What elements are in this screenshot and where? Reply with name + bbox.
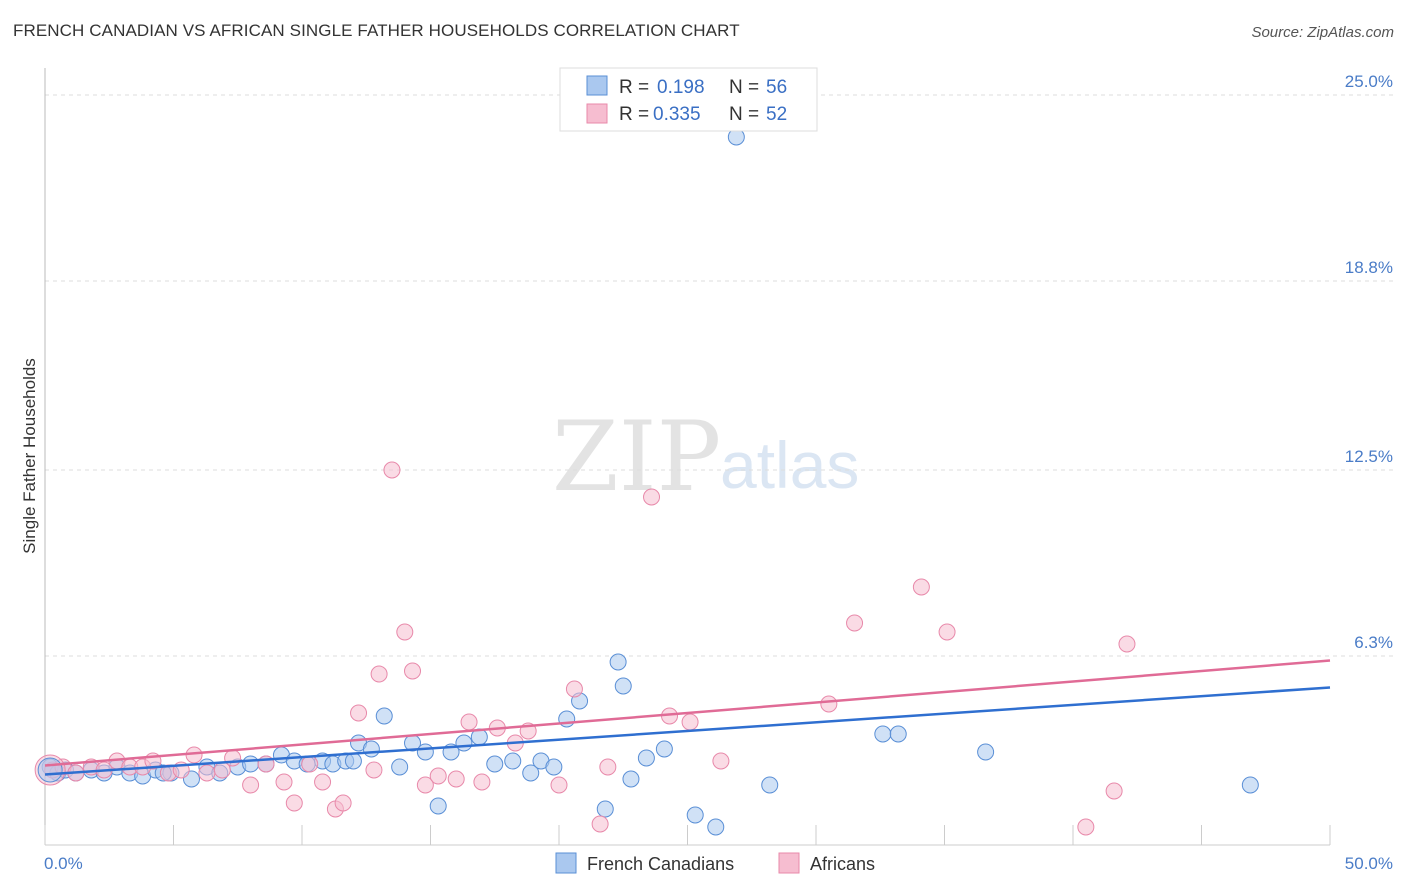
point-africans (912, 578, 930, 596)
trend-line-french-canadians (44, 686, 1331, 776)
point-africans (365, 761, 383, 779)
y-tick-label: 25.0% (1345, 72, 1393, 91)
point-africans (460, 713, 478, 731)
point-africans (1118, 635, 1136, 653)
point-cluster-french-canadians (37, 757, 63, 783)
point-africans (938, 623, 956, 641)
point-french-canadians (375, 707, 393, 725)
point-french-canadians (686, 806, 704, 824)
point-french-canadians (455, 734, 473, 752)
watermark: ZIP atlas (552, 401, 859, 513)
stats-legend: R = 0.198 N = 56 R = 0.335 N = 52 (559, 67, 818, 132)
point-french-canadians (609, 653, 627, 671)
trend-lines (44, 659, 1331, 776)
point-africans (591, 815, 609, 833)
point-africans (599, 758, 617, 776)
trend-line-africans (44, 659, 1331, 767)
legend-n-label-french-canadians: N = (729, 77, 759, 98)
y-tick-label: 12.5% (1345, 447, 1393, 466)
point-africans (846, 614, 864, 632)
point-french-canadians (977, 743, 995, 761)
legend-n-value-french-canadians: 56 (766, 77, 787, 98)
point-africans (712, 752, 730, 770)
point-french-canadians (504, 752, 522, 770)
point-africans (383, 461, 401, 479)
watermark-atlas: atlas (720, 428, 859, 502)
point-africans (643, 488, 661, 506)
point-french-canadians (622, 770, 640, 788)
x-tick-label-min: 0.0% (44, 854, 83, 873)
point-africans (224, 749, 242, 767)
point-africans (550, 776, 568, 794)
series-legend-label-africans: Africans (810, 854, 875, 874)
point-french-canadians (558, 710, 576, 728)
grid (45, 94, 1395, 657)
x-tick-label-max: 50.0% (1345, 854, 1393, 873)
point-africans (681, 713, 699, 731)
point-french-canadians (874, 725, 892, 743)
point-africans (473, 773, 491, 791)
y-axis-label: Single Father Households (20, 358, 39, 554)
legend-r-label-french-canadians: R = (619, 77, 649, 98)
point-french-canadians (889, 725, 907, 743)
point-africans (429, 767, 447, 785)
scatter-points (34, 128, 1259, 836)
point-africans (370, 665, 388, 683)
watermark-zip: ZIP (552, 401, 721, 513)
point-africans (275, 773, 293, 791)
point-africans (198, 764, 216, 782)
point-french-canadians (545, 758, 563, 776)
point-french-canadians (596, 800, 614, 818)
y-tick-label: 18.8% (1345, 258, 1393, 277)
legend-r-label-africans: R = (619, 104, 649, 125)
point-french-canadians (522, 764, 540, 782)
x-axis-ticks (44, 825, 1331, 845)
point-french-canadians (707, 818, 725, 836)
point-french-canadians (761, 776, 779, 794)
series-legend-swatch-africans (778, 852, 800, 874)
point-french-canadians (637, 749, 655, 767)
point-africans (1105, 782, 1123, 800)
y-tick-label: 6.3% (1354, 633, 1393, 652)
point-french-canadians (391, 758, 409, 776)
point-french-canadians (486, 755, 504, 773)
point-africans (565, 680, 583, 698)
point-french-canadians (655, 740, 673, 758)
chart-title: FRENCH CANADIAN VS AFRICAN SINGLE FATHER… (13, 21, 740, 40)
point-africans (820, 695, 838, 713)
point-french-canadians (416, 743, 434, 761)
point-africans (416, 776, 434, 794)
point-africans (301, 755, 319, 773)
point-africans (285, 794, 303, 812)
point-africans (404, 662, 422, 680)
point-africans (350, 704, 368, 722)
series-legend: French Canadians Africans (555, 852, 875, 874)
point-africans (396, 623, 414, 641)
point-french-canadians (362, 740, 380, 758)
legend-swatch-french-canadians (586, 75, 608, 96)
legend-n-label-africans: N = (729, 104, 759, 125)
y-axis-tick-labels: 6.3% 12.5% 18.8% 25.0% (1345, 72, 1393, 652)
series-legend-label-french-canadians: French Canadians (587, 854, 734, 874)
point-french-canadians (429, 797, 447, 815)
point-french-canadians (344, 752, 362, 770)
point-french-canadians (1241, 776, 1259, 794)
chart-source: Source: ZipAtlas.com (1251, 24, 1394, 41)
point-africans (1077, 818, 1095, 836)
legend-r-value-africans: 0.335 (653, 104, 701, 125)
point-africans (334, 794, 352, 812)
point-french-canadians (242, 755, 260, 773)
series-legend-swatch-french-canadians (555, 852, 577, 874)
point-french-canadians (614, 677, 632, 695)
point-africans (447, 770, 465, 788)
legend-n-value-africans: 52 (766, 104, 787, 125)
legend-r-value-french-canadians: 0.198 (657, 77, 705, 98)
legend-swatch-africans (586, 103, 608, 124)
point-africans (242, 776, 260, 794)
point-africans (314, 773, 332, 791)
